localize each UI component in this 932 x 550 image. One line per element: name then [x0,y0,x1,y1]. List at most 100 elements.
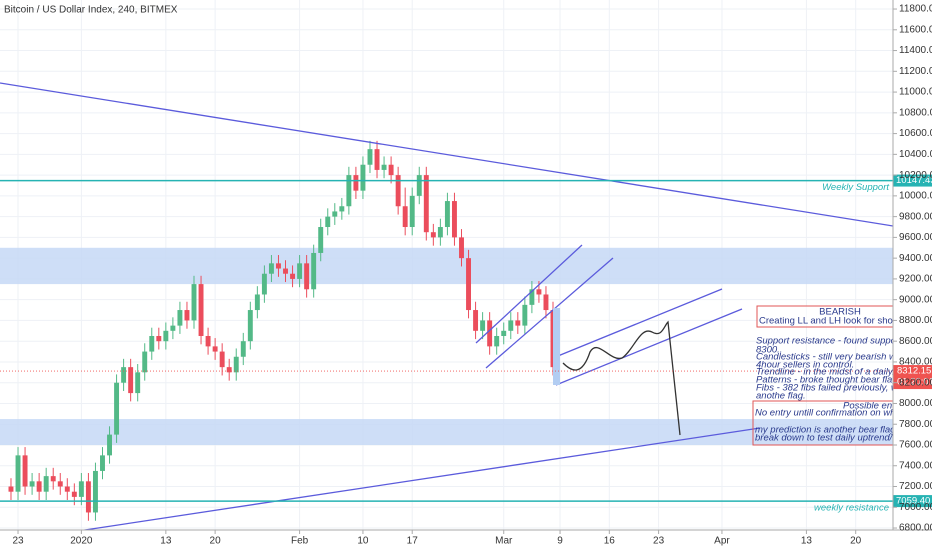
y-tick-label: 11800.00 [899,4,932,15]
candle-body [114,382,120,435]
candle-body [22,455,28,487]
candle-body [374,149,380,170]
y-tick-label: 8600.00 [899,336,932,347]
candle-body [437,227,443,238]
x-tick-label: 17 [407,536,419,547]
y-tick-label: 7000.00 [899,502,932,513]
candle-body [261,273,267,295]
levels: Weekly Support 10147.43 weekly resistance 7… [0,174,932,514]
candle-body [416,175,422,196]
x-tick-label: Apr [714,536,730,547]
note-line: Patterns - broke thought bear flag and [756,375,917,386]
y-tick-label: 11000.00 [899,87,932,98]
drawings [0,82,893,530]
annotation-title: Possible entry [843,401,904,412]
trendline [0,82,893,227]
candle-body [367,149,373,165]
candle-body [233,356,239,373]
candle-body [100,455,105,471]
candle-body [466,258,471,311]
zones [0,247,893,445]
candle-body [508,320,514,331]
candle-body [163,330,169,342]
y-tick-label: 9000.00 [899,294,932,305]
candle-body [283,268,288,274]
channel-line [475,244,583,344]
projection-path [562,320,681,436]
candle-body [536,289,542,295]
candle-body [57,481,63,487]
price-badge-label: 7059.40 [896,496,930,507]
candle-body [423,175,429,233]
y-tick-label: 8400.00 [899,357,932,368]
candle-body [92,470,98,513]
channel-line [485,257,614,369]
candle-body [268,263,274,274]
candle-body [50,476,56,482]
zone [0,419,893,445]
y-tick-label: 9600.00 [899,232,932,243]
zone [0,247,893,285]
candle-body [494,335,500,347]
x-tick-label: 16 [604,536,616,547]
note-line: Candlesticks - still very bearish with l… [756,352,918,363]
x-tick-label: 9 [557,536,563,547]
annotation-title: BEARISH [819,307,861,318]
price-badge-label: 10147.43 [896,175,932,186]
chart-title: Bitcoin / US Dollar Index, 240, BITMEX [4,5,178,16]
x-tick-label: 2020 [70,536,93,547]
channel-line [555,308,743,386]
y-tick-label: 8200.00 [899,377,932,388]
x-tick-label: 13 [160,536,172,547]
candle-body [430,232,436,238]
annotation-box [756,305,893,328]
y-tick-label: 7400.00 [899,460,932,471]
candle-body [8,486,14,492]
x-tick-label: 20 [850,536,862,547]
x-tick-label: 20 [210,536,222,547]
candle-body [205,335,211,347]
candle-body [128,367,134,394]
candle-body [156,335,162,342]
annotation-box [752,400,893,446]
note-line: anothe flag. [756,391,806,402]
candle-body [142,351,148,373]
y-tick-label: 10200.00 [899,170,932,181]
candle-body [529,289,535,305]
annotation-text: Creating LL and LH look for shorting op [759,316,924,327]
candle-body [198,284,204,336]
candle-body [276,263,281,269]
y-tick-label: 8000.00 [899,398,932,409]
candle-body [64,486,70,492]
note-line: 8300.. [756,345,782,356]
x-tick-label: 10 [357,536,369,547]
candle-body [402,206,408,228]
candle-body [409,195,415,228]
candle-body [332,211,338,217]
y-tick-label: 11200.00 [899,66,932,77]
candle-body [29,481,35,487]
x-tick-label: Mar [495,536,513,547]
candle-body [353,175,359,191]
y-tick-label: 7800.00 [899,419,932,430]
candle-body [135,372,141,394]
x-tick-label: 23 [653,536,665,547]
y-tick-label: 7200.00 [899,481,932,492]
candle-body [459,237,464,259]
note-line: Support resistance - found support from [756,336,923,347]
candle-body [121,367,127,383]
candle-body [177,310,183,326]
y-tick-label: 9200.00 [899,274,932,285]
candle-body [219,351,225,368]
y-tick-label: 7600.00 [899,440,932,451]
x-tick-label: 23 [12,536,24,547]
candle-body [444,201,450,228]
candle-body [473,310,479,331]
x-tick-label: Feb [291,536,309,547]
candle-body [515,320,521,326]
candle-body [43,476,49,492]
candle-body [297,263,303,279]
note-line: 4hour sellers in control. [756,360,854,371]
candle-body [85,481,91,513]
candle-body [247,310,253,342]
